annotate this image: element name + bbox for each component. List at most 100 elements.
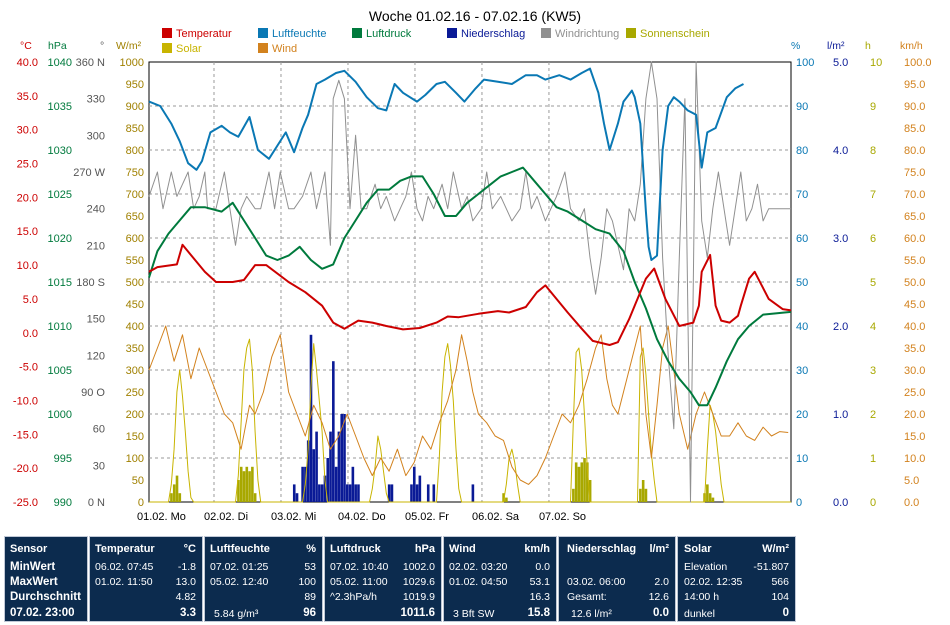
dir-tick-label: 0 N: [88, 497, 105, 509]
sonnenschein-bar: [706, 484, 709, 502]
press-tick-label: 1015: [48, 277, 72, 289]
legend-label: Temperatur: [176, 28, 232, 40]
wind-tick-label: 70.0: [904, 189, 925, 201]
solar-tick-label: 600: [126, 233, 144, 245]
niederschlag-bar: [301, 466, 304, 502]
temp-tick-label: 30.0: [17, 125, 38, 137]
niederschlag-bar: [412, 466, 416, 502]
solar-max-time: 02.02. 12:35: [684, 576, 743, 588]
wind-tick-label: 50.0: [904, 277, 925, 289]
sonnenschein-bar: [239, 466, 243, 502]
hum-tick-label: 70: [796, 189, 808, 201]
humidity-min-time: 07.02. 01:25: [210, 561, 269, 573]
humidity-avg: 89: [304, 591, 316, 603]
niederschlag-bar: [418, 475, 422, 502]
solar-tick-label: 550: [126, 255, 144, 267]
legend-swatch: [162, 28, 172, 38]
sonnenschein-bar: [588, 480, 592, 502]
legend-swatch: [258, 43, 268, 53]
sun-tick-label: 3: [870, 365, 876, 377]
humidity-absolute: 5.84 g/m³: [214, 608, 259, 620]
dir-tick-label: 180 S: [76, 277, 105, 289]
wind-tick-label: 0.0: [904, 497, 919, 509]
rain-total: 12.6: [648, 591, 669, 603]
niederschlag-bar: [351, 466, 355, 502]
niederschlag-bar: [329, 431, 332, 502]
niederschlag-bar: [295, 493, 299, 502]
wind-tick-label: 45.0: [904, 299, 925, 311]
hum-tick-label: 0: [796, 497, 802, 509]
wind-tick-label: 5.0: [904, 475, 919, 487]
solar-tick-label: 700: [126, 189, 144, 201]
rain-max-value: 2.0: [654, 576, 669, 588]
temperature-max-time: 01.02. 11:50: [95, 576, 153, 588]
wind-tick-label: 40.0: [904, 321, 925, 333]
temperature-title: Temperatur: [95, 543, 155, 555]
press-tick-label: 1040: [48, 57, 72, 69]
sonnenschein-bar: [644, 488, 648, 502]
sun-tick-label: 2: [870, 409, 876, 421]
hum-tick-label: 20: [796, 409, 808, 421]
wind-tick-label: 20.0: [904, 409, 925, 421]
dir-tick-label: 90 O: [81, 387, 105, 399]
solar-tick-label: 750: [126, 167, 144, 179]
temperature-now: 3.3: [180, 607, 196, 619]
solar-sunshine-value: 104: [771, 591, 789, 603]
sonnenschein-bar: [586, 462, 589, 502]
solar-tick-label: 500: [126, 277, 144, 289]
niederschlag-bar: [390, 484, 394, 502]
pressure-min-value: 1002.0: [402, 561, 435, 573]
sensor-title: Sensor: [10, 543, 48, 555]
temperature-min-time: 06.02. 07:45: [95, 561, 154, 573]
legend-swatch: [541, 28, 551, 38]
press-tick-label: 995: [54, 453, 72, 465]
solar-line: [149, 338, 791, 503]
temp-tick-label: 5.0: [23, 294, 38, 306]
pressure-max-time: 05.02. 11:00: [330, 576, 388, 588]
dir-tick-label: 270 W: [73, 167, 105, 179]
sonnenschein-bar: [580, 462, 584, 502]
sensor-box: Sensor MinWert MaxWert Durchschnitt 07.0…: [4, 536, 88, 622]
solar-now: 0: [782, 607, 789, 619]
day-label: 03.02. Mi: [271, 511, 316, 523]
temp-tick-label: 10.0: [17, 260, 38, 272]
solar-tick-label: 0: [138, 497, 144, 509]
temperature-box: Temperatur °C 06.02. 07:45 -1.8 01.02. 1…: [89, 536, 203, 622]
niederschlag-bar: [292, 484, 296, 502]
sun-tick-label: 1: [870, 453, 876, 465]
hum-tick-label: 60: [796, 233, 808, 245]
solar-tick-label: 200: [126, 409, 144, 421]
niederschlag-bar: [387, 484, 391, 502]
solar-tick-label: 150: [126, 431, 144, 443]
hum-unit-label: %: [791, 40, 800, 52]
temperature-min-value: -1.8: [177, 561, 196, 573]
humidity-unit: %: [306, 543, 316, 555]
solar-tick-label: 300: [126, 365, 144, 377]
dir-tick-label: 210: [87, 240, 105, 252]
niederschlag-bar: [320, 484, 324, 502]
wind-unit-label: km/h: [900, 40, 923, 52]
legend-label: Luftdruck: [366, 28, 412, 40]
hum-tick-label: 90: [796, 101, 808, 113]
hum-tick-label: 100: [796, 57, 814, 69]
niederschlag-bar: [471, 484, 475, 502]
sonnenschein-bar: [242, 471, 246, 502]
solar-title: Solar: [684, 543, 712, 555]
legend-swatch: [258, 28, 268, 38]
temp-tick-label: -15.0: [13, 429, 38, 441]
temp-tick-label: 35.0: [17, 91, 38, 103]
press-tick-label: 1010: [48, 321, 72, 333]
sun-unit-label: h: [865, 40, 871, 52]
niederschlag-bar: [432, 484, 436, 502]
rain-tick-label: 5.0: [833, 57, 848, 69]
niederschlag-bar: [323, 475, 327, 502]
sun-tick-label: 4: [870, 321, 876, 333]
niederschlag-bar: [343, 414, 346, 502]
wind-min-time: 02.02. 03:20: [449, 561, 508, 573]
wind-line: [148, 325, 789, 485]
wind-now: 15.8: [527, 607, 550, 619]
sonnenschein-bar: [505, 497, 508, 502]
axis-units: °C hPa ° W/m²% l/m² h km/h: [20, 40, 923, 52]
sonnenschein-bar: [577, 466, 581, 502]
hum-tick-label: 80: [796, 145, 808, 157]
